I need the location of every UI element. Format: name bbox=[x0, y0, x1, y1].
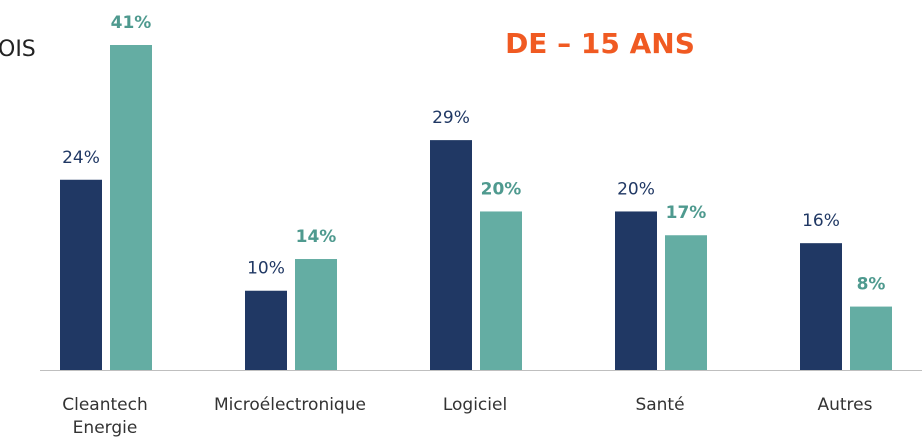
bar bbox=[850, 306, 892, 370]
data-label: 20% bbox=[481, 179, 522, 199]
chart-subtitle: DE – 15 ANS bbox=[505, 27, 695, 60]
data-label: 8% bbox=[857, 275, 886, 295]
bar bbox=[480, 211, 522, 370]
bar bbox=[615, 211, 657, 370]
bar bbox=[665, 235, 707, 370]
data-label: 41% bbox=[111, 13, 152, 33]
data-label: 24% bbox=[62, 148, 100, 168]
x-tick-label: Logiciel bbox=[443, 395, 507, 415]
bar bbox=[60, 179, 102, 370]
bar bbox=[430, 140, 472, 370]
bar bbox=[295, 259, 337, 370]
data-label: 20% bbox=[617, 179, 655, 199]
bar bbox=[245, 290, 287, 370]
data-label: 16% bbox=[802, 211, 840, 231]
data-label: 17% bbox=[666, 203, 707, 223]
bar bbox=[800, 243, 842, 370]
x-tick-label: Autres bbox=[817, 395, 872, 415]
data-label: 29% bbox=[432, 108, 470, 128]
bar bbox=[110, 45, 152, 370]
chart-title: OIS bbox=[0, 37, 36, 62]
x-tick-label: Santé bbox=[635, 395, 684, 415]
x-tick-label: Microélectronique bbox=[214, 395, 366, 415]
data-label: 14% bbox=[296, 227, 337, 247]
data-label: 10% bbox=[247, 259, 285, 279]
x-tick-label: Cleantech Energie bbox=[62, 395, 148, 438]
